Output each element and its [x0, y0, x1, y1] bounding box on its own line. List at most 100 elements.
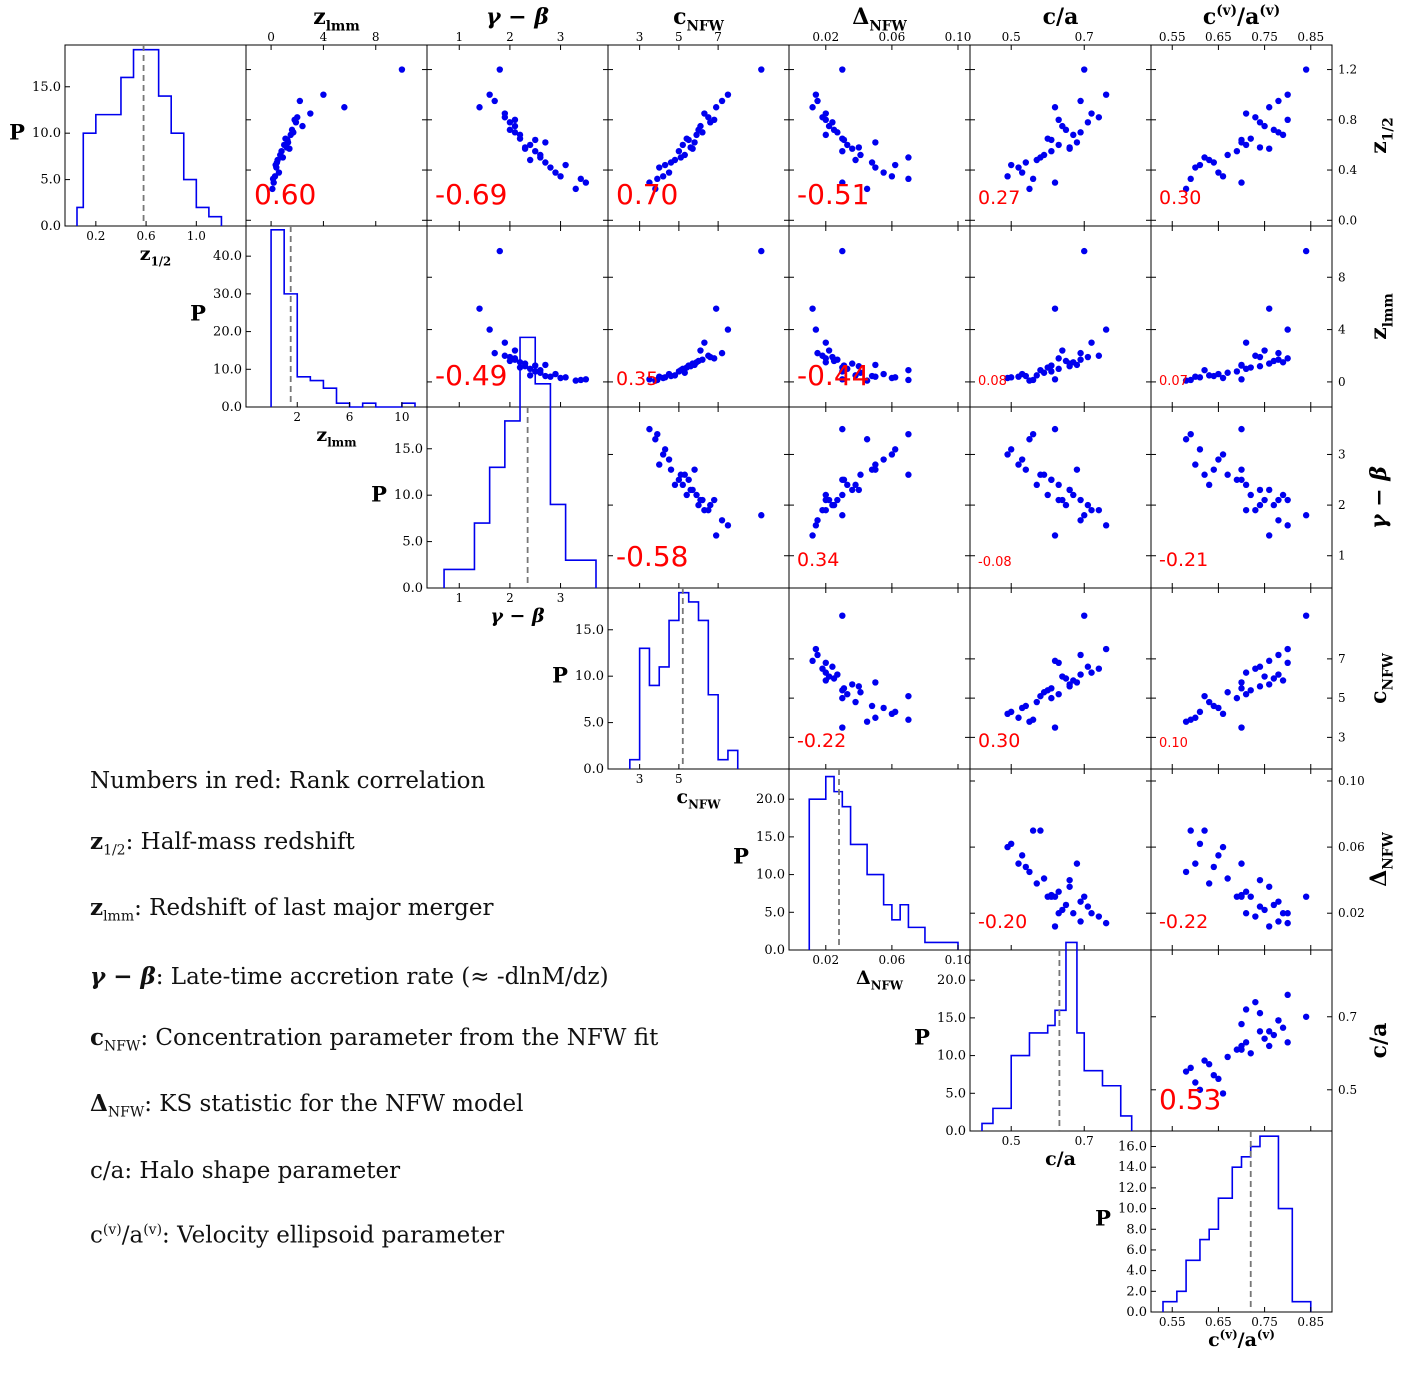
hist-y-tick-label: 10.0 [394, 488, 423, 503]
scatter-point [857, 151, 864, 159]
scatter-point [812, 91, 820, 98]
scatter-point [1252, 506, 1259, 514]
scatter-point [1238, 136, 1245, 144]
hist-panel-frame [788, 768, 971, 951]
scatter-point [809, 305, 816, 312]
variable-label: z1/2 [1366, 117, 1397, 153]
hist-y-tick-label: 0.0 [40, 219, 61, 234]
legend-line-cav: c(v)/a(v): Velocity ellipsoid parameter [90, 1222, 504, 1249]
hist-y-tick-label: 5.0 [402, 535, 423, 550]
legend-symbol-sup: (v) [102, 1222, 122, 1238]
scatter-point [1275, 1017, 1282, 1024]
scatter-point [1062, 901, 1070, 909]
scatter-point [1084, 903, 1092, 910]
scatter-point [1048, 368, 1055, 375]
scatter-point [547, 373, 554, 380]
scatter-point [905, 376, 912, 384]
right-tick-label: 0.02 [1338, 906, 1365, 920]
label-main: c [1366, 691, 1392, 704]
hist-y-tick-label: 5.0 [583, 716, 604, 731]
scatter-point [840, 362, 848, 369]
scatter-point [1066, 876, 1073, 884]
top-tick-label: 3 [557, 30, 565, 44]
scatter-point [1018, 456, 1026, 463]
top-tick-label: 2 [506, 30, 514, 44]
scatter-point [1205, 481, 1213, 489]
scatter-point [880, 370, 887, 378]
scatter-point [1256, 363, 1264, 370]
scatter-point [1238, 860, 1245, 867]
scatter-point [511, 116, 519, 124]
scatter-point [1026, 185, 1033, 193]
scatter-point [872, 461, 879, 468]
scatter-point [1022, 372, 1030, 380]
histogram-step [270, 228, 416, 408]
histogram-step [443, 336, 597, 588]
scatter-point [834, 356, 841, 363]
scatter-point [844, 481, 851, 489]
scatter-point [905, 366, 912, 374]
scatter-point [1279, 677, 1287, 684]
hist-y-tick-label: 4.0 [1126, 1264, 1147, 1279]
scatter-point [1095, 913, 1103, 920]
scatter-point [1088, 339, 1095, 346]
scatter-point [476, 104, 483, 111]
scatter-point [1224, 875, 1231, 882]
right-tick-label: 0.8 [1338, 113, 1357, 127]
scatter-point [656, 461, 663, 468]
scatter-point [880, 169, 887, 176]
scatter-point [511, 122, 519, 130]
scatter-point [685, 362, 692, 369]
scatter-point [819, 665, 826, 672]
scatter-point [1102, 326, 1110, 333]
hist-x-tick-label: 6 [346, 410, 354, 424]
scatter-point [1048, 694, 1055, 702]
scatter-point [1256, 903, 1264, 910]
variable-label: cNFW [673, 4, 725, 35]
right-tick-label: 1.2 [1338, 63, 1357, 77]
hist-y-tick-label: 10.0 [575, 669, 604, 684]
scatter-point [1029, 827, 1037, 834]
scatter-point [839, 512, 846, 519]
variable-label: ΔNFW [856, 967, 904, 993]
scatter-point [825, 496, 833, 504]
scatter-point [1256, 1028, 1264, 1035]
scatter-point [1059, 496, 1066, 504]
scatter-point [1284, 355, 1291, 362]
scatter-point [1256, 119, 1264, 126]
scatter-point [1040, 471, 1048, 478]
scatter-point [1219, 451, 1227, 458]
scatter-point [521, 145, 529, 152]
right-tick-label: 0 [1338, 375, 1346, 389]
scatter-point [1070, 910, 1077, 917]
scatter-point [1224, 471, 1231, 478]
scatter-point [1238, 1020, 1245, 1028]
scatter-point [718, 517, 726, 524]
scatter-point [1284, 326, 1291, 333]
correlation-value: 0.07 [1159, 374, 1188, 389]
scatter-point [1266, 1042, 1273, 1050]
scatter-point [707, 353, 714, 361]
scatter-point [1055, 116, 1062, 124]
label-main: c [1208, 1329, 1220, 1351]
scatter-point [1233, 148, 1241, 155]
scatter-point [506, 353, 514, 361]
label-main: z [140, 243, 151, 265]
scatter-point [1242, 1006, 1250, 1013]
scatter-point [577, 175, 585, 183]
scatter-point [1219, 374, 1227, 382]
legend-line-zlmm: zlmm: Redshift of last major merger [90, 894, 494, 925]
scatter-point [1015, 714, 1022, 721]
scatter-point [1095, 114, 1103, 121]
hist-y-tick-label: 0.0 [402, 581, 423, 596]
hist-y-tick-label: 40.0 [213, 249, 242, 264]
scatter-point [491, 97, 498, 105]
label-main: c/a [1366, 1023, 1392, 1059]
hist-y-tick-label: 20.0 [756, 792, 785, 807]
scatter-point [1284, 1039, 1291, 1046]
label-main: z [1366, 141, 1392, 154]
scatter-point [705, 506, 712, 514]
correlation-value: 0.30 [978, 730, 1020, 752]
histogram-step [76, 48, 223, 226]
label-sub: NFW [688, 798, 721, 812]
